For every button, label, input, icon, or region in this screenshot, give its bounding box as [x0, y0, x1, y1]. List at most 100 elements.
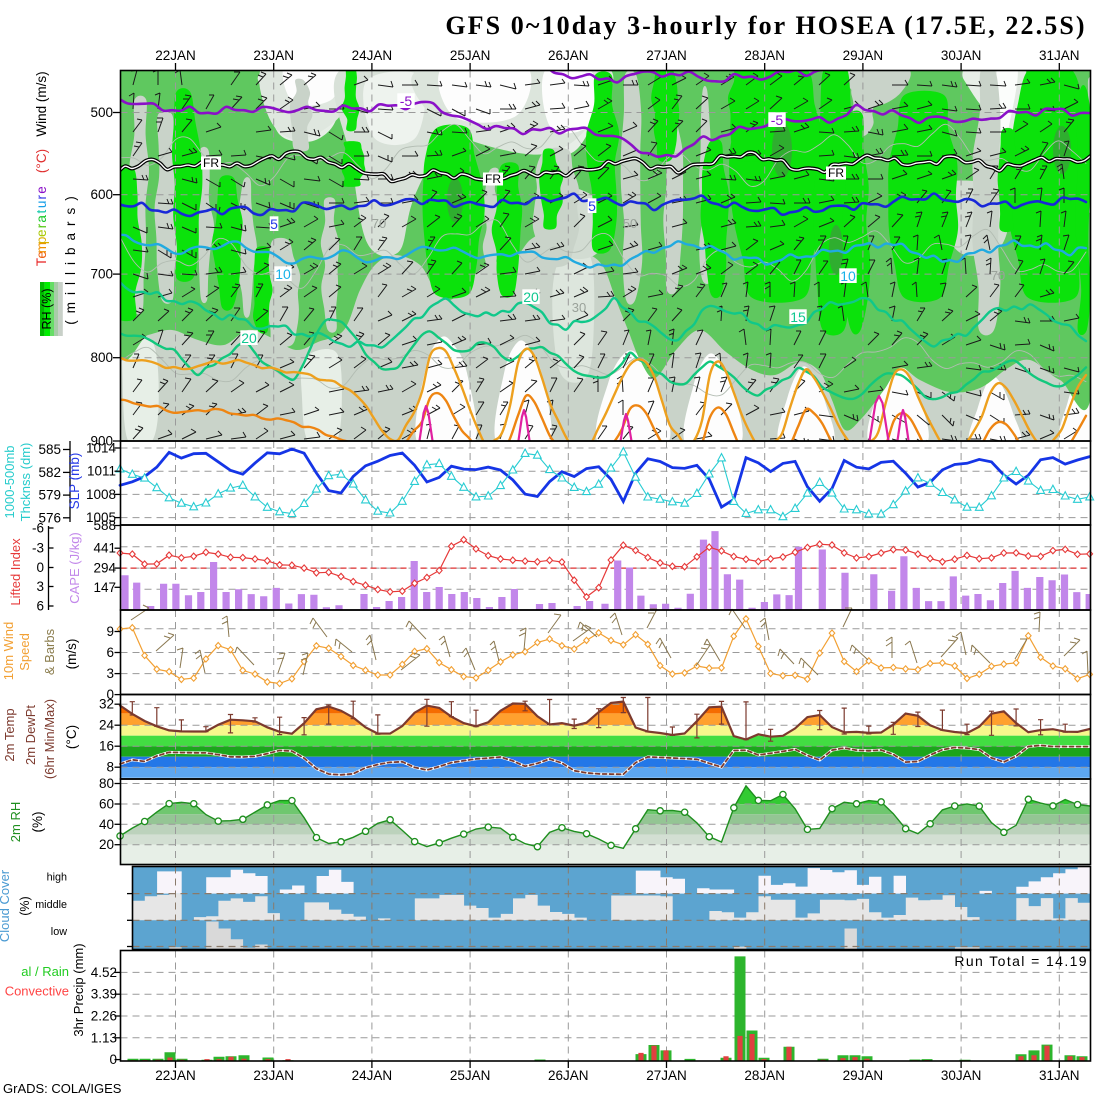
svg-text:800: 800: [90, 350, 113, 365]
svg-text:23JAN: 23JAN: [253, 1068, 294, 1083]
svg-text:-6: -6: [32, 521, 44, 536]
svg-text:6: 6: [106, 645, 114, 660]
svg-text:Run Total = 14.19: Run Total = 14.19: [954, 953, 1088, 969]
svg-text:900: 900: [90, 434, 113, 449]
svg-text:700: 700: [90, 267, 113, 282]
svg-text:r: r: [34, 223, 49, 228]
svg-text:22JAN: 22JAN: [155, 48, 196, 63]
svg-text:GrADS: COLA/IGES: GrADS: COLA/IGES: [3, 1081, 122, 1096]
svg-text:-5: -5: [771, 112, 784, 128]
svg-text:24: 24: [99, 718, 115, 733]
svg-text:e: e: [34, 229, 49, 237]
svg-text:10: 10: [275, 266, 291, 282]
svg-text:2m RH: 2m RH: [8, 802, 23, 842]
svg-text:(6hr Min/Max): (6hr Min/Max): [42, 699, 57, 779]
svg-text:CAPE (J/kg): CAPE (J/kg): [67, 532, 82, 604]
svg-text:e: e: [34, 251, 49, 259]
svg-text:(millibars): (millibars): [63, 189, 78, 325]
svg-text:30JAN: 30JAN: [941, 48, 982, 63]
svg-text:FR: FR: [203, 156, 219, 170]
svg-text:(m/s): (m/s): [64, 639, 79, 670]
svg-text:16: 16: [99, 739, 114, 754]
svg-text:25JAN: 25JAN: [450, 48, 491, 63]
svg-text:26JAN: 26JAN: [548, 48, 589, 63]
svg-text:-3: -3: [32, 541, 44, 556]
svg-text:10: 10: [840, 268, 856, 284]
svg-text:9: 9: [106, 624, 114, 639]
svg-text:FR: FR: [485, 172, 501, 186]
svg-text:40: 40: [99, 817, 114, 832]
svg-text:70: 70: [372, 216, 386, 231]
svg-text:20: 20: [99, 837, 114, 852]
svg-text:RH (%): RH (%): [40, 289, 54, 330]
svg-text:600: 600: [90, 187, 113, 202]
svg-text:22JAN: 22JAN: [155, 1068, 196, 1083]
svg-text:-5: -5: [400, 93, 413, 109]
svg-text:r: r: [34, 194, 49, 199]
svg-text:27JAN: 27JAN: [646, 1068, 687, 1083]
svg-text:579: 579: [38, 488, 61, 503]
svg-text:middle: middle: [35, 899, 67, 911]
svg-text:Wind (m/s): Wind (m/s): [34, 71, 49, 136]
svg-text:(%): (%): [30, 812, 45, 833]
svg-text:1008: 1008: [86, 487, 116, 502]
svg-text:Cloud Cover: Cloud Cover: [0, 869, 12, 942]
svg-text:(°C): (°C): [34, 149, 49, 173]
svg-text:SLP (mb): SLP (mb): [67, 453, 82, 510]
svg-text:0: 0: [36, 560, 44, 575]
svg-text:Lifted Index: Lifted Index: [8, 538, 23, 606]
svg-text:u: u: [34, 201, 49, 209]
svg-text:32: 32: [99, 697, 114, 712]
svg-text:27JAN: 27JAN: [646, 48, 687, 63]
svg-text:high: high: [47, 872, 67, 884]
svg-text:(%): (%): [18, 896, 32, 915]
svg-text:23JAN: 23JAN: [253, 48, 294, 63]
svg-text:1005: 1005: [86, 510, 116, 525]
svg-text:500: 500: [90, 105, 113, 120]
svg-text:e: e: [34, 186, 49, 194]
svg-text:Convective: Convective: [5, 984, 69, 999]
svg-text:(°C): (°C): [64, 725, 79, 749]
svg-text:0: 0: [109, 1052, 117, 1067]
svg-text:GFS 0~10day 3-hourly for HOSEA: GFS 0~10day 3-hourly for HOSEA (17.5E, 2…: [445, 11, 1086, 40]
svg-text:15: 15: [790, 309, 806, 325]
svg-text:28JAN: 28JAN: [744, 48, 785, 63]
svg-text:Speed: Speed: [17, 633, 32, 671]
svg-text:2.26: 2.26: [91, 1009, 117, 1024]
svg-text:6: 6: [36, 599, 44, 614]
svg-text:0: 0: [106, 687, 114, 702]
svg-text:576: 576: [38, 510, 61, 525]
svg-text:28JAN: 28JAN: [744, 1068, 785, 1083]
svg-text:5: 5: [588, 198, 596, 214]
svg-text:8: 8: [106, 760, 114, 775]
svg-text:80: 80: [99, 776, 114, 791]
svg-text:t: t: [34, 209, 49, 213]
svg-text:2m DewPt: 2m DewPt: [23, 705, 38, 765]
svg-text:FR: FR: [828, 166, 844, 180]
svg-text:20: 20: [241, 330, 257, 346]
svg-text:588: 588: [93, 518, 116, 533]
svg-text:26JAN: 26JAN: [548, 1068, 589, 1083]
svg-text:1000-500mb: 1000-500mb: [2, 446, 17, 519]
svg-text:582: 582: [38, 465, 61, 480]
svg-text:T: T: [34, 258, 49, 266]
svg-text:31JAN: 31JAN: [1039, 48, 1080, 63]
svg-text:20: 20: [523, 289, 539, 305]
svg-text:24JAN: 24JAN: [352, 48, 393, 63]
svg-text:1.13: 1.13: [91, 1030, 117, 1045]
svg-text:5: 5: [270, 216, 278, 232]
svg-text:25JAN: 25JAN: [450, 1068, 491, 1083]
svg-text:70: 70: [991, 268, 1005, 283]
svg-text:Thcknss (dm): Thcknss (dm): [18, 443, 33, 522]
svg-text:30: 30: [572, 300, 586, 315]
svg-text:4.52: 4.52: [91, 965, 117, 980]
svg-text:24JAN: 24JAN: [352, 1068, 393, 1083]
svg-text:al / Rain: al / Rain: [21, 964, 69, 979]
svg-text:3: 3: [36, 579, 44, 594]
svg-text:147: 147: [93, 580, 116, 595]
svg-text:& Barbs: & Barbs: [42, 628, 57, 675]
svg-text:585: 585: [38, 442, 61, 457]
svg-text:294: 294: [93, 561, 116, 576]
svg-text:2m Temp: 2m Temp: [2, 708, 17, 761]
svg-text:3.39: 3.39: [91, 987, 117, 1002]
